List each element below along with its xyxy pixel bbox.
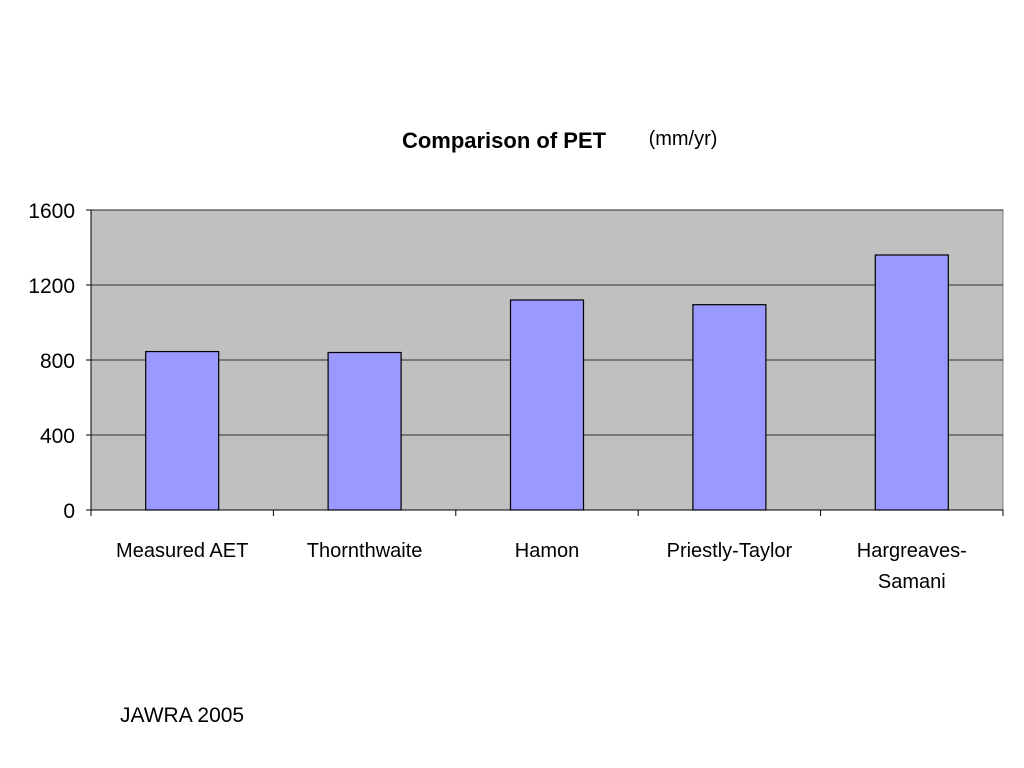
- x-category-label-line: Hamon: [515, 540, 579, 562]
- x-category-label-line: Priestly-Taylor: [667, 540, 793, 562]
- x-category-label: Hamon: [515, 540, 579, 562]
- bar: [327, 351, 402, 511]
- bar: [145, 350, 220, 511]
- x-category-label-line: Thornthwaite: [307, 540, 423, 562]
- bar: [874, 254, 949, 511]
- x-category-labels: Measured AET Thornthwaite Hamon Priestly-Ta…: [116, 540, 967, 593]
- y-tick-labels: 0 400 800 1200 1600: [28, 200, 75, 523]
- x-category-label-line: Hargreaves-: [857, 540, 967, 562]
- y-tick-label: 1200: [28, 275, 75, 298]
- source-note: JAWRA 2005: [120, 704, 245, 727]
- y-tick-label: 1600: [28, 200, 75, 223]
- bar: [509, 299, 585, 511]
- x-category-label-line: Measured AET: [116, 540, 248, 562]
- x-category-label-line: Samani: [878, 571, 946, 593]
- y-tick-label: 400: [40, 425, 75, 448]
- chart-title-units: (mm/yr): [649, 128, 718, 150]
- axes: [86, 209, 1004, 516]
- y-tick-label: 0: [63, 500, 75, 523]
- y-tick-label: 800: [40, 350, 75, 373]
- x-category-label: Thornthwaite: [307, 540, 423, 562]
- bar: [692, 304, 767, 511]
- x-category-label: Measured AET: [116, 540, 248, 562]
- x-category-label: Hargreaves- Samani: [857, 540, 967, 593]
- chart-title: Comparison of PET: [402, 128, 607, 153]
- x-category-label: Priestly-Taylor: [667, 540, 793, 562]
